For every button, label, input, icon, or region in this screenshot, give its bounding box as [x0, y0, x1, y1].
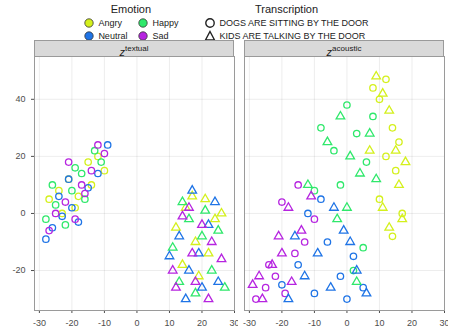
svg-text:20: 20 — [15, 151, 25, 161]
svg-text:-30: -30 — [33, 318, 46, 328]
html-text:Angry: Angry — [98, 18, 122, 28]
svg-text:30: 30 — [439, 318, 448, 328]
svg-text:0: 0 — [20, 208, 25, 218]
html-text:Happy: Happy — [152, 18, 179, 28]
html-text:DOGS ARE SITTING BY THE DOOR: DOGS ARE SITTING BY THE DOOR — [219, 18, 369, 28]
html-text:KIDS ARE TALKING BY THE DOOR: KIDS ARE TALKING BY THE DOOR — [219, 31, 366, 41]
html-text:Emotion: Emotion — [110, 3, 152, 15]
html-text:Neutral: Neutral — [98, 31, 128, 41]
html-text:Sad: Sad — [152, 31, 169, 41]
html-text:Transcription: Transcription — [254, 3, 319, 15]
html-text:ztextual: ztextual — [119, 44, 149, 58]
svg-text:20: 20 — [407, 318, 417, 328]
svg-text:-20: -20 — [275, 318, 288, 328]
svg-text:0: 0 — [134, 318, 139, 328]
svg-text:-10: -10 — [308, 318, 321, 328]
svg-text:-20: -20 — [65, 318, 78, 328]
svg-text:20: 20 — [197, 318, 207, 328]
svg-text:0: 0 — [344, 318, 349, 328]
svg-text:-20: -20 — [12, 265, 25, 275]
svg-text:10: 10 — [374, 318, 384, 328]
svg-text:-30: -30 — [243, 318, 256, 328]
svg-text:30: 30 — [229, 318, 238, 328]
html-text:zacoustic: zacoustic — [326, 44, 362, 58]
svg-text:40: 40 — [15, 94, 25, 104]
svg-text:10: 10 — [164, 318, 174, 328]
svg-text:-10: -10 — [98, 318, 111, 328]
